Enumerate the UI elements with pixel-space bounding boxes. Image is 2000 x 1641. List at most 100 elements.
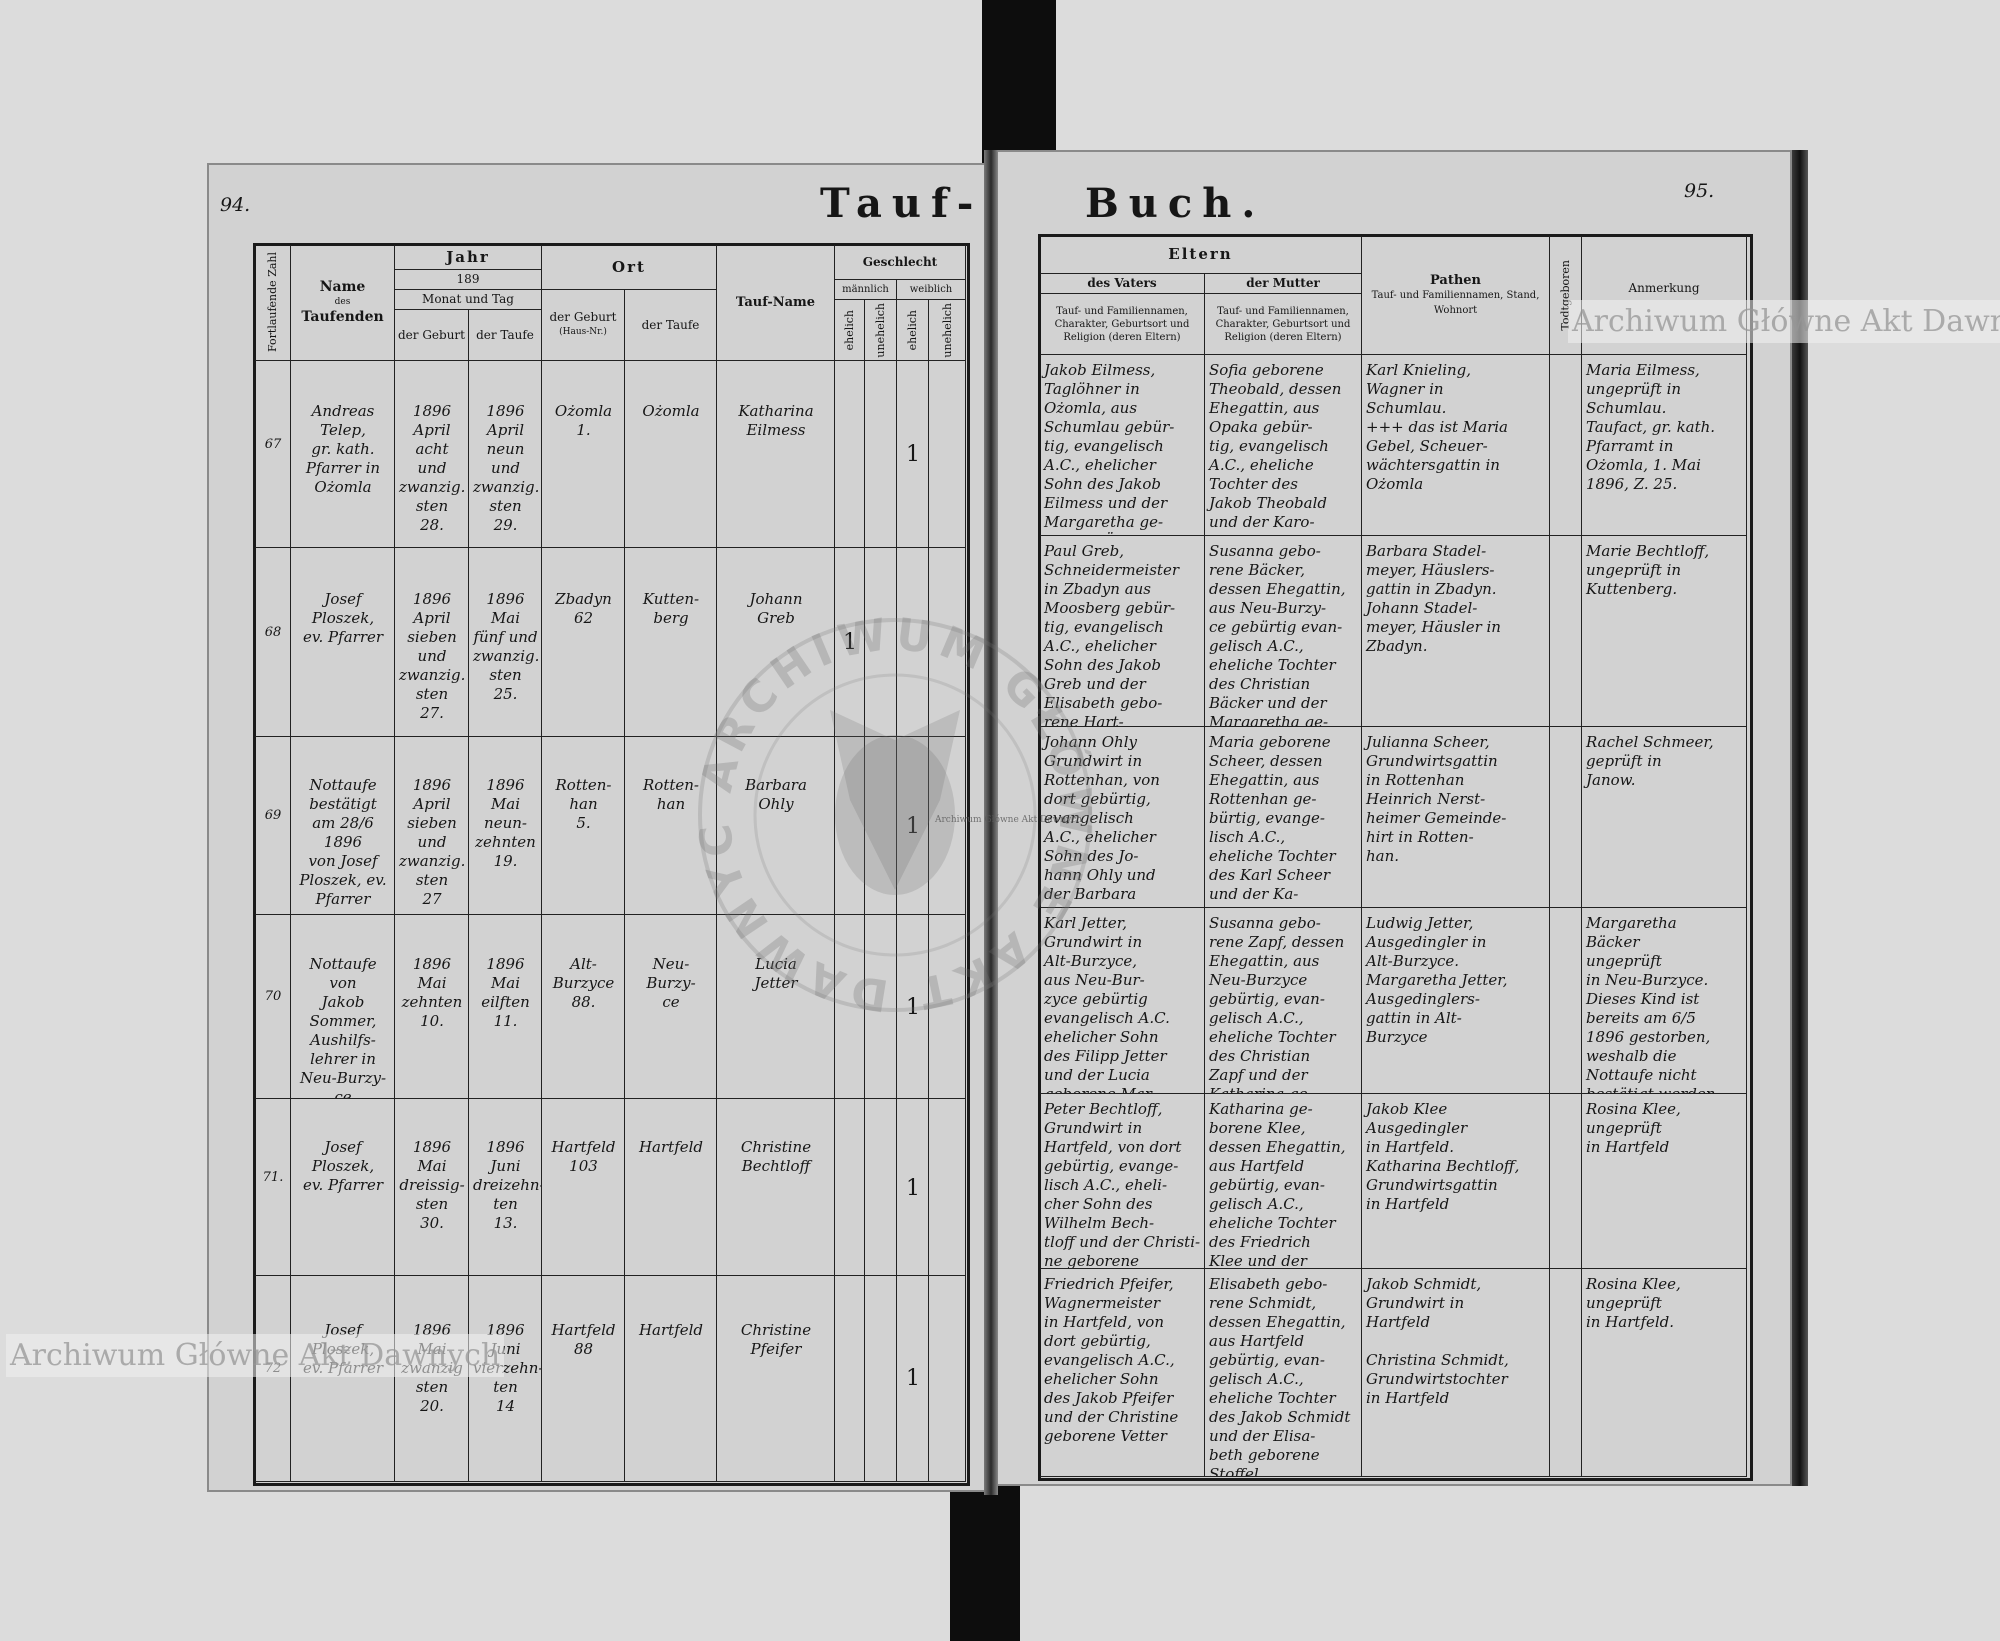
sex-mark-female-legit: 1 [897, 915, 929, 1099]
entry-stillborn [1550, 1269, 1582, 1477]
sex-mark-female-illegit [929, 915, 966, 1099]
header-female: weiblich [897, 280, 966, 300]
bottom-dark-band [950, 1486, 1020, 1641]
entry-baptism-date: 1896 Mai fünf und zwanzig. sten 25. [469, 548, 542, 737]
entry-mother: Elisabeth gebo- rene Schmidt, dessen Ehe… [1205, 1269, 1362, 1477]
entry-father: Johann Ohly Grundwirt in Rottenhan, von … [1040, 727, 1205, 908]
entry-birth-date: 1896 Mai zwanzig sten 20. [395, 1276, 469, 1482]
header-name: Name des Taufenden [291, 245, 395, 361]
entry-baptism-place: Rotten- han [625, 737, 717, 915]
header-parents: Eltern [1040, 236, 1362, 274]
header-name-title: Name [319, 279, 366, 295]
entry-officiant: Andreas Telep, gr. kath. Pfarrer in Ożom… [291, 361, 395, 548]
header-male: männlich [835, 280, 897, 300]
header-father-desc: Tauf- und Familiennamen, Charakter, Gebu… [1040, 294, 1205, 355]
entry-remark: Marie Bechtloff, ungeprüft in Kuttenberg… [1582, 536, 1747, 727]
entry-baptism-date: 1896 Juni vierzehn- ten 14 [469, 1276, 542, 1482]
entry-godparents: Barbara Stadel- meyer, Häuslers- gattin … [1362, 536, 1550, 727]
sex-mark-female-legit: 1 [897, 737, 929, 915]
header-godparents-desc: Tauf- und Familiennamen, Stand, Wohnort [1371, 289, 1540, 316]
header-name-sub: Taufenden [301, 309, 384, 325]
entry-birth-date: 1896 April acht und zwanzig. sten 28. [395, 361, 469, 548]
sex-mark-female-legit: 1 [897, 1099, 929, 1276]
sex-mark-female-illegit [929, 1099, 966, 1276]
entry-baptism-place: Neu- Burzy- ce [625, 915, 717, 1099]
header-stillborn: Todtgeboren [1550, 236, 1582, 355]
entry-officiant: Nottaufe bestätigt am 28/6 1896 von Jose… [291, 737, 395, 915]
entry-stillborn [1550, 727, 1582, 908]
sex-mark-female-legit: 1 [897, 1276, 929, 1482]
header-baptism-name-label: Tauf-Name [735, 295, 816, 310]
header-place-birth-note: (Haus-Nr.) [559, 327, 607, 337]
sex-mark-female-legit [897, 548, 929, 737]
page-number-left: 94. [220, 194, 251, 216]
header-baptism-name: Tauf-Name [717, 245, 835, 361]
header-godparents-label: Pathen [1429, 272, 1482, 288]
header-godparents: Pathen Tauf- und Familiennamen, Stand, W… [1362, 236, 1550, 355]
entry-mother: Susanna gebo- rene Bäcker, dessen Ehegat… [1205, 536, 1362, 727]
page-edge [1792, 150, 1808, 1486]
header-place-baptism: der Taufe [625, 290, 717, 361]
entry-number: 71. [255, 1099, 291, 1276]
entry-baptism-place: Ożomla [625, 361, 717, 548]
entry-remark: Margaretha Bäcker ungeprüft in Neu-Burzy… [1582, 908, 1747, 1094]
left-page [207, 163, 988, 1492]
entry-baptism-name: Johann Greb [717, 548, 835, 737]
header-place-birth: der Geburt (Haus-Nr.) [542, 290, 625, 361]
header-number-label: Fortlaufende Zahl [266, 252, 279, 353]
entry-remark: Rosina Klee, ungeprüft in Hartfeld. [1582, 1269, 1747, 1477]
header-year: Jahr [395, 245, 542, 270]
header-male-illegit: unehelich [865, 300, 897, 361]
entry-baptism-name: Lucia Jetter [717, 915, 835, 1099]
entry-remark: Rachel Schmeer, geprüft in Janow. [1582, 727, 1747, 908]
header-mother-label: der Mutter [1246, 276, 1320, 290]
entry-birth-place: Rotten- han 5. [542, 737, 625, 915]
sex-mark-female-illegit [929, 361, 966, 548]
sex-mark-female-illegit [929, 1276, 966, 1482]
header-place-birth-label: der Geburt [549, 310, 617, 324]
entry-godparents: Ludwig Jetter, Ausgedingler in Alt-Burzy… [1362, 908, 1550, 1094]
entry-baptism-name: Katharina Eilmess [717, 361, 835, 548]
entry-baptism-date: 1896 Juni dreizehn- ten 13. [469, 1099, 542, 1276]
header-date-baptism: der Taufe [469, 310, 542, 361]
title-right: Buch. [1085, 180, 1266, 227]
sex-mark-male-legit [835, 737, 865, 915]
entry-father: Peter Bechtloff, Grundwirt in Hartfeld, … [1040, 1094, 1205, 1269]
entry-godparents: Julianna Scheer, Grundwirtsgattin in Rot… [1362, 727, 1550, 908]
sex-mark-female-illegit [929, 548, 966, 737]
entry-baptism-place: Kutten- berg [625, 548, 717, 737]
sex-mark-female-illegit [929, 737, 966, 915]
entry-baptism-date: 1896 Mai neun- zehnten 19. [469, 737, 542, 915]
entry-number: 72 [255, 1276, 291, 1482]
entry-father: Friedrich Pfeifer, Wagnermeister in Hart… [1040, 1269, 1205, 1477]
entry-baptism-name: Christine Bechtloff [717, 1099, 835, 1276]
sex-mark-male-legit [835, 361, 865, 548]
header-date-birth: der Geburt [395, 310, 469, 361]
entry-birth-place: Alt- Burzyce 88. [542, 915, 625, 1099]
entry-baptism-place: Hartfeld [625, 1276, 717, 1482]
book-spine [984, 150, 998, 1495]
sex-mark-female-legit: 1 [897, 361, 929, 548]
watermark-bottom-left: Archiwum Główne Akt Dawnych [6, 1334, 505, 1377]
entry-father: Karl Jetter, Grundwirt in Alt-Burzyce, a… [1040, 908, 1205, 1094]
entry-number: 68 [255, 548, 291, 737]
entry-number: 69 [255, 737, 291, 915]
entry-mother: Susanna gebo- rene Zapf, dessen Ehegatti… [1205, 908, 1362, 1094]
header-year-value: 189 [395, 270, 542, 290]
header-female-legit-label: ehelich [906, 309, 919, 351]
right-register-table [1038, 234, 1753, 1481]
entry-baptism-date: 1896 Mai eilften 11. [469, 915, 542, 1099]
header-male-illegit-label: unehelich [874, 302, 887, 358]
entry-birth-place: Hartfeld 88 [542, 1276, 625, 1482]
entry-officiant: Josef Ploszek, ev. Pfarrer [291, 548, 395, 737]
entry-number: 67 [255, 361, 291, 548]
entry-birth-date: 1896 April sieben und zwanzig. sten 27. [395, 548, 469, 737]
entry-baptism-place: Hartfeld [625, 1099, 717, 1276]
entry-baptism-date: 1896 April neun und zwanzig. sten 29. [469, 361, 542, 548]
entry-birth-date: 1896 Mai dreissig- sten 30. [395, 1099, 469, 1276]
sex-mark-male-illegit [865, 1099, 897, 1276]
entry-mother: Katharina ge- borene Klee, dessen Ehegat… [1205, 1094, 1362, 1269]
header-female-illegit-label: unehelich [940, 302, 954, 358]
entry-father: Jakob Eilmess, Taglöhner in Ożomla, aus … [1040, 355, 1205, 536]
entry-officiant: Josef Ploszek, ev. Pfarrer [291, 1099, 395, 1276]
